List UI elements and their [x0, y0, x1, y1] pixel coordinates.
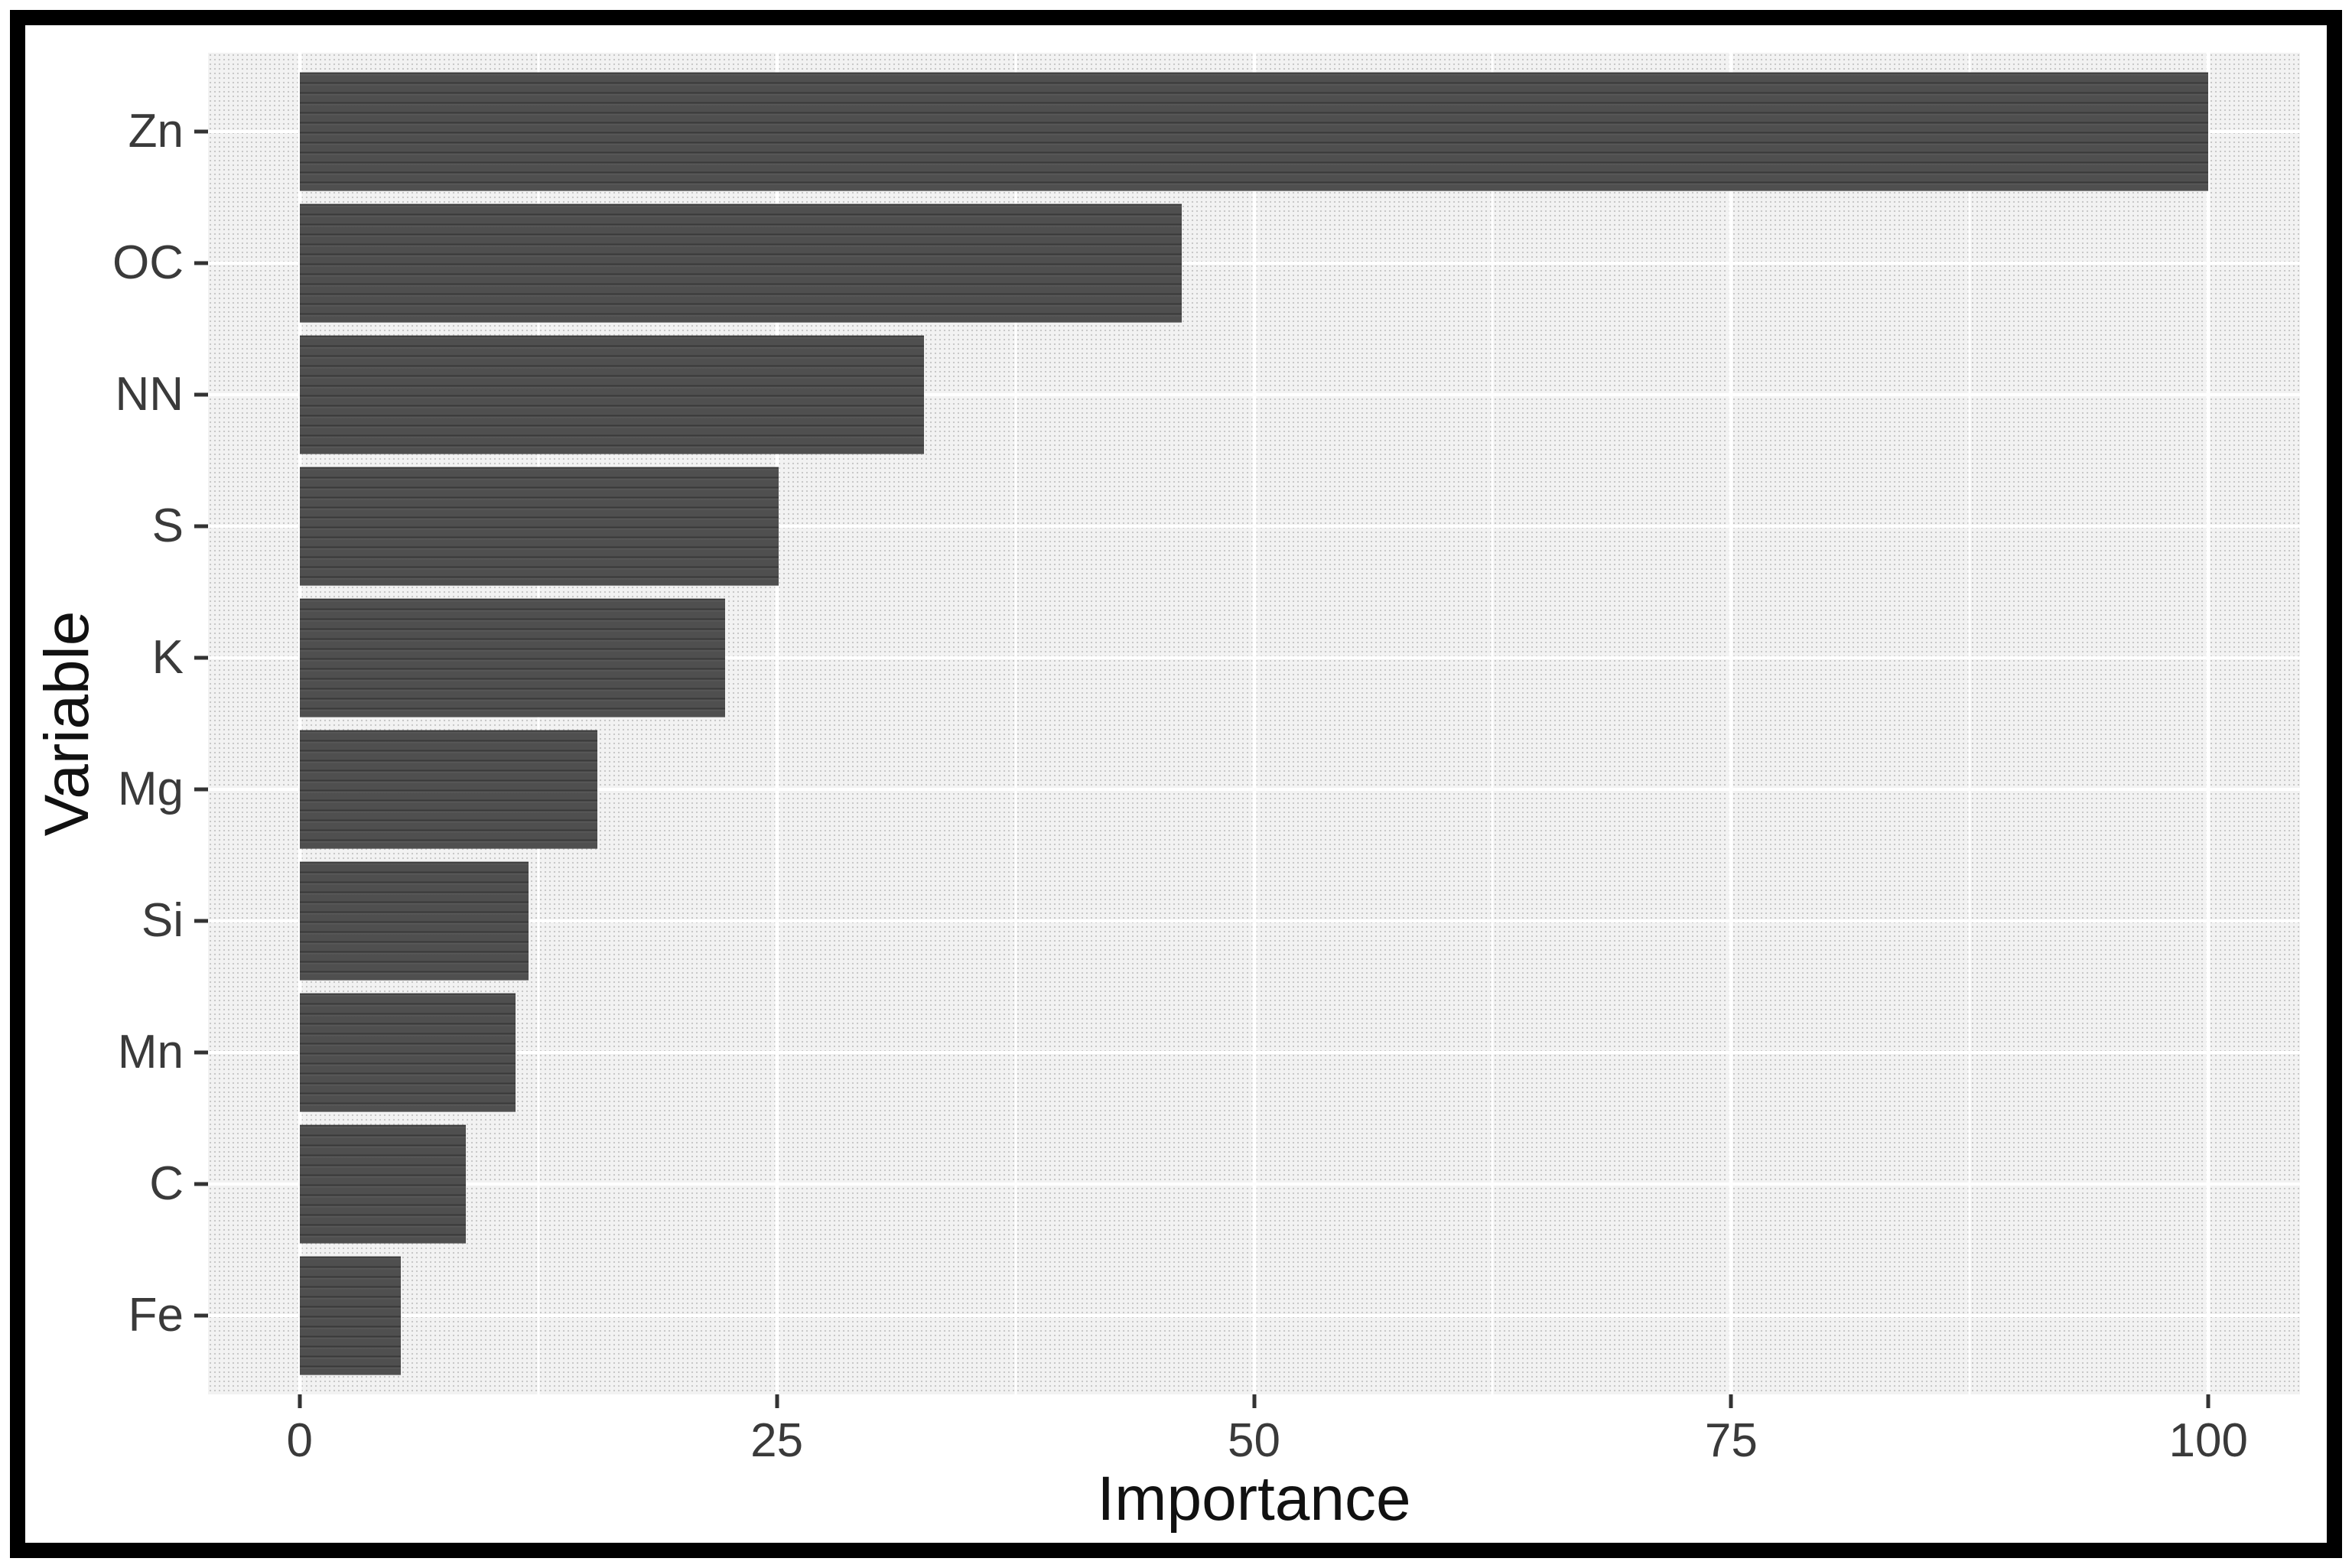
bar-NN — [299, 335, 924, 454]
row-gridline-OC — [208, 262, 2300, 265]
minor-gridline-62.5 — [1491, 53, 1494, 1394]
y-tick-S — [194, 524, 208, 529]
y-tick-label-S: S — [151, 499, 184, 553]
row-gridline-S — [208, 525, 2300, 529]
y-tick-label-Fe: Fe — [128, 1288, 184, 1342]
y-axis: Zn OC NN S K Mg Si Mn C Fe — [0, 53, 208, 1394]
x-tick-0 — [298, 1394, 302, 1408]
y-tick-label-NN: NN — [115, 368, 184, 421]
row-gridline-Mn — [208, 1050, 2300, 1054]
bar-C — [299, 1124, 466, 1244]
y-axis-title: Variable — [32, 610, 102, 837]
y-tick-Mn — [194, 1050, 208, 1055]
x-axis-title: Importance — [1097, 1464, 1411, 1534]
y-tick-Fe — [194, 1313, 208, 1318]
x-tick-label-100: 100 — [2168, 1414, 2248, 1467]
major-gridline-0 — [298, 53, 302, 1394]
minor-gridline-12.5 — [537, 53, 540, 1394]
y-tick-Mg — [194, 787, 208, 792]
bar-Fe — [299, 1256, 402, 1375]
row-gridline-C — [208, 1182, 2300, 1186]
x-tick-100 — [2206, 1394, 2210, 1408]
minor-gridline-87.5 — [1968, 53, 1971, 1394]
row-gridline-K — [208, 656, 2300, 660]
bar-Mn — [299, 993, 516, 1112]
x-tick-label-0: 0 — [286, 1414, 314, 1467]
y-tick-label-OC: OC — [112, 236, 184, 290]
row-gridline-Mg — [208, 787, 2300, 791]
row-gridline-Fe — [208, 1313, 2300, 1317]
bar-Si — [299, 861, 529, 981]
y-tick-Si — [194, 919, 208, 923]
y-tick-label-Zn: Zn — [128, 105, 184, 158]
x-tick-75 — [1729, 1394, 1733, 1408]
y-tick-C — [194, 1182, 208, 1186]
major-gridline-100 — [2206, 53, 2210, 1394]
x-tick-50 — [1252, 1394, 1256, 1408]
major-gridline-50 — [1252, 53, 1256, 1394]
bar-Zn — [299, 72, 2209, 191]
bar-OC — [299, 203, 1182, 323]
x-tick-label-50: 50 — [1228, 1414, 1280, 1467]
y-tick-label-Mn: Mn — [117, 1025, 184, 1078]
x-tick-25 — [775, 1394, 779, 1408]
plot-panel — [208, 53, 2300, 1394]
y-tick-label-C: C — [149, 1156, 184, 1210]
y-tick-label-K: K — [151, 631, 184, 685]
y-tick-Zn — [194, 129, 208, 134]
row-gridline-NN — [208, 393, 2300, 397]
x-axis: Importance 0 25 50 75 100 — [208, 1394, 2300, 1568]
y-tick-K — [194, 656, 208, 660]
x-tick-label-25: 25 — [750, 1414, 804, 1467]
y-tick-label-Si: Si — [141, 893, 184, 947]
bar-K — [299, 598, 726, 717]
y-tick-NN — [194, 392, 208, 397]
bar-Mg — [299, 730, 598, 849]
y-tick-OC — [194, 261, 208, 265]
bar-S — [299, 467, 779, 586]
y-tick-label-Mg: Mg — [117, 762, 184, 815]
major-gridline-75 — [1729, 53, 1733, 1394]
x-tick-label-75: 75 — [1704, 1414, 1758, 1467]
minor-gridline-37.5 — [1014, 53, 1017, 1394]
row-gridline-Si — [208, 919, 2300, 922]
major-gridline-25 — [775, 53, 779, 1394]
